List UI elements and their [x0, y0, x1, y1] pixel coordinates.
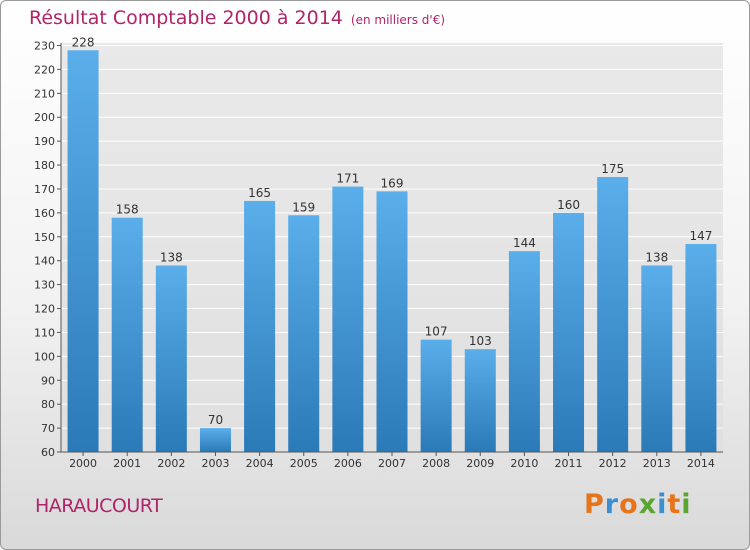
x-tick-label: 2000 — [69, 457, 97, 470]
bar-value-label: 160 — [557, 198, 580, 212]
proxiti-logo[interactable]: Proxiti — [584, 489, 692, 520]
y-tick-label: 100 — [34, 350, 55, 363]
x-tick-label: 2003 — [201, 457, 229, 470]
bar — [597, 177, 629, 452]
location-label: HARAUCOURT — [35, 495, 163, 517]
y-tick-label: 150 — [34, 231, 55, 244]
bar — [376, 191, 408, 453]
x-tick-label: 2005 — [290, 457, 318, 470]
bar — [464, 349, 496, 452]
title-text: Résultat Comptable 2000 à 2014 — [29, 7, 343, 29]
x-tick-label: 2007 — [378, 457, 406, 470]
y-tick-label: 130 — [34, 279, 55, 292]
x-tick-label: 2001 — [113, 457, 141, 470]
logo-letter: P — [584, 489, 605, 520]
y-tick-label: 160 — [34, 207, 55, 220]
bar — [288, 215, 320, 452]
y-tick-label: 110 — [34, 326, 55, 339]
bar-value-label: 158 — [116, 203, 139, 217]
logo-letter: i — [657, 489, 668, 520]
y-tick-label: 230 — [34, 40, 55, 53]
bar — [685, 243, 717, 452]
x-tick-label: 2009 — [466, 457, 494, 470]
y-tick-label: 90 — [41, 374, 55, 387]
bar-value-label: 107 — [425, 325, 448, 339]
chart-subtitle: (en milliers d'€) — [350, 13, 446, 27]
bar-value-label: 175 — [601, 162, 624, 176]
bar-value-label: 70 — [208, 413, 223, 427]
bar — [199, 428, 231, 452]
bar-value-label: 144 — [513, 236, 536, 250]
logo-letter: t — [667, 489, 682, 520]
bar — [155, 265, 187, 452]
chart-title: Résultat Comptable 2000 à 2014 (en millie… — [29, 7, 445, 29]
x-tick-label: 2004 — [246, 457, 274, 470]
x-tick-label: 2013 — [643, 457, 671, 470]
logo-letter: o — [619, 489, 639, 520]
x-tick-label: 2010 — [510, 457, 538, 470]
bar-value-label: 169 — [381, 176, 404, 190]
bar — [508, 251, 540, 452]
y-tick-label: 180 — [34, 159, 55, 172]
y-tick-label: 60 — [41, 446, 55, 459]
y-tick-label: 70 — [41, 422, 55, 435]
logo-letter: i — [681, 489, 692, 520]
x-tick-label: 2008 — [422, 457, 450, 470]
bar — [67, 50, 99, 453]
x-tick-label: 2014 — [687, 457, 715, 470]
x-tick-label: 2002 — [157, 457, 185, 470]
y-tick-label: 80 — [41, 398, 55, 411]
bar-value-label: 138 — [645, 250, 668, 264]
x-tick-label: 2012 — [599, 457, 627, 470]
bar-value-label: 228 — [72, 35, 95, 49]
logo-letter: x — [638, 489, 658, 520]
logo-letter: r — [604, 489, 620, 520]
y-tick-label: 190 — [34, 135, 55, 148]
bar — [244, 200, 276, 452]
bar — [111, 217, 143, 452]
bar — [641, 265, 673, 452]
y-tick-label: 120 — [34, 303, 55, 316]
bar-value-label: 171 — [336, 172, 359, 186]
y-tick-label: 200 — [34, 111, 55, 124]
bar-value-label: 165 — [248, 186, 271, 200]
bar-value-label: 147 — [689, 229, 712, 243]
bar-value-label: 138 — [160, 250, 183, 264]
bar — [332, 186, 364, 452]
bar — [420, 339, 452, 452]
x-tick-label: 2011 — [555, 457, 583, 470]
y-tick-label: 210 — [34, 87, 55, 100]
bar-value-label: 103 — [469, 334, 492, 348]
x-tick-label: 2006 — [334, 457, 362, 470]
y-tick-label: 170 — [34, 183, 55, 196]
y-tick-label: 220 — [34, 63, 55, 76]
y-tick-label: 140 — [34, 255, 55, 268]
bar — [553, 212, 585, 452]
bar-value-label: 159 — [292, 200, 315, 214]
